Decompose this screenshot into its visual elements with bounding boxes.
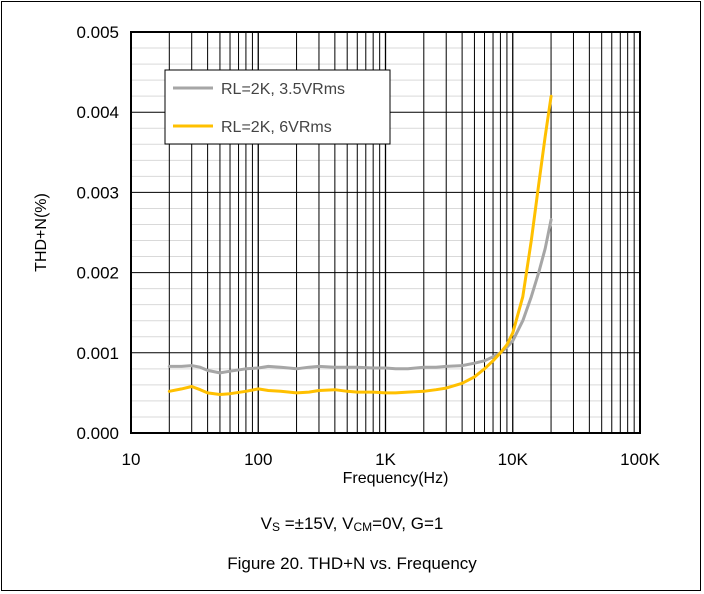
- series-line: [167, 218, 553, 375]
- figure-title: Figure 20. THD+N vs. Frequency: [227, 554, 477, 573]
- x-tick-label: 10: [122, 450, 141, 469]
- plot-border: [130, 31, 641, 434]
- y-tick-label: 0.000: [76, 424, 119, 443]
- y-tick-label: 0.002: [76, 264, 119, 283]
- cond-prefix: V: [260, 514, 272, 533]
- thd-chart: 10 100 1K 10K 100K 0.000 0.001 0.002 0.003 0.004 0…: [33, 23, 661, 487]
- legend-label: RL=2K, 3.5VRms: [221, 81, 345, 98]
- x-tick-label: 10K: [498, 450, 529, 469]
- x-tick-label: 100: [244, 450, 272, 469]
- series-line: [167, 94, 553, 396]
- legend-box: [164, 69, 391, 145]
- cond-mid: =±15V, V: [280, 514, 354, 533]
- cond-cm-sub: CM: [353, 520, 373, 534]
- x-tick-label: 1K: [375, 450, 396, 469]
- y-tick-label: 0.005: [76, 23, 119, 42]
- test-conditions: VS =±15V, VCM=0V, G=1: [0, 514, 704, 534]
- y-tick-label: 0.004: [76, 103, 119, 122]
- y-axis-title: THD+N(%): [33, 193, 50, 272]
- cond-s-sub: S: [271, 520, 280, 534]
- tick-labels: 10 100 1K 10K 100K 0.000 0.001 0.002 0.003 0.004 0…: [76, 23, 660, 469]
- x-tick-label: 100K: [620, 450, 660, 469]
- cond-suffix: =0V, G=1: [372, 514, 444, 533]
- series-layer: [167, 94, 553, 396]
- x-axis-title: Frequency(Hz): [343, 470, 449, 487]
- legend-label: RL=2K, 6VRms: [221, 119, 332, 136]
- legend: RL=2K, 3.5VRms RL=2K, 6VRms: [164, 69, 391, 145]
- y-tick-label: 0.003: [76, 183, 119, 202]
- y-tick-label: 0.001: [76, 344, 119, 363]
